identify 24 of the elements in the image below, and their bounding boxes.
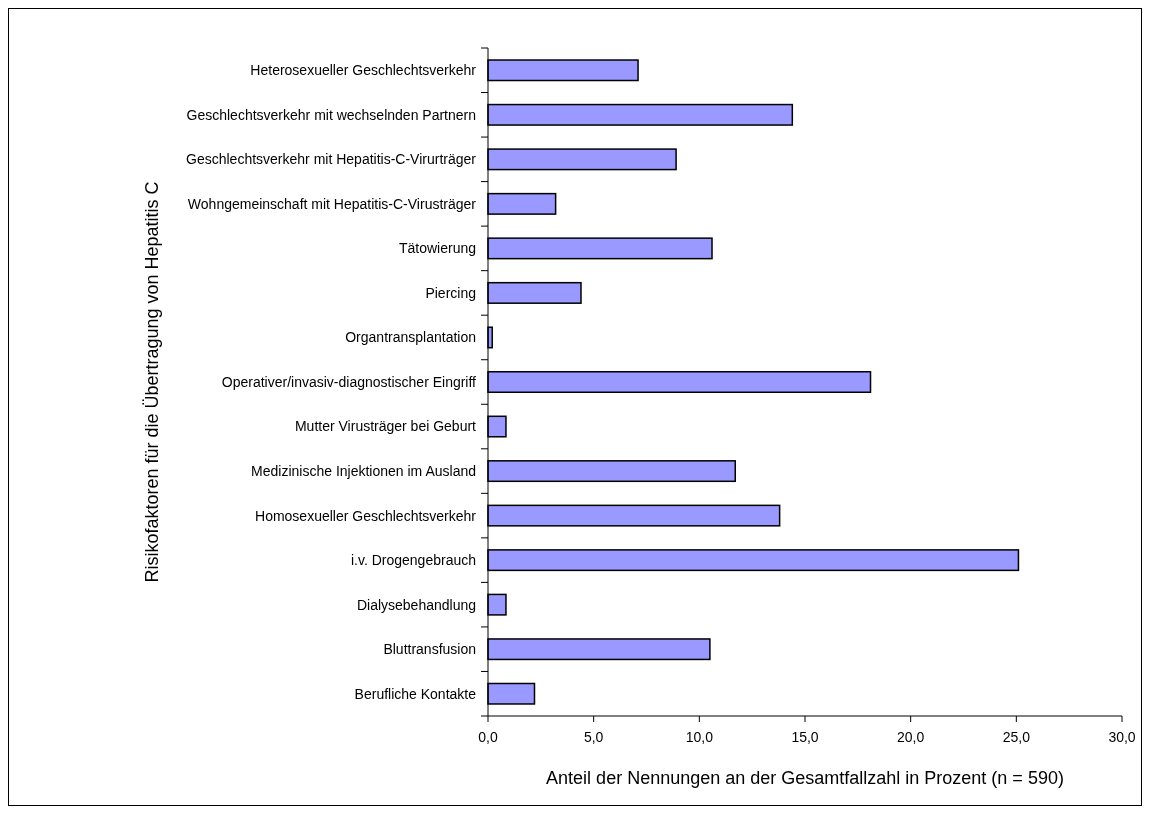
y-tick-label: Heterosexueller Geschlechtsverkehr bbox=[250, 62, 477, 79]
y-tick-label: Berufliche Kontakte bbox=[354, 685, 477, 702]
y-axis-title: Risikofaktoren für die Übertragung von Hepatitis C bbox=[142, 181, 162, 583]
y-tick-label: Geschlechtsverkehr mit wechselnden Partnern bbox=[186, 106, 476, 123]
y-tick-label: Geschlechtsverkehr mit Hepatitis-C-Virurträger bbox=[186, 151, 477, 168]
y-tick-label: i.v. Drogengebrauch bbox=[350, 552, 476, 569]
y-tick-label: Wohngemeinschaft mit Hepatitis-C-Virusträger bbox=[187, 195, 477, 212]
x-tick-label: 30,0 bbox=[1108, 729, 1136, 745]
x-tick-label: 15,0 bbox=[791, 729, 819, 745]
y-tick-label: Dialysebehandlung bbox=[356, 596, 476, 613]
y-tick-label: Bluttransfusion bbox=[383, 641, 476, 658]
y-tick-label: Mutter Virusträger bei Geburt bbox=[294, 418, 477, 435]
y-tick-label: Organtransplantation bbox=[345, 329, 476, 346]
x-tick-label: 0,0 bbox=[478, 729, 498, 745]
y-tick-label: Piercing bbox=[425, 284, 476, 301]
x-tick-label: 5,0 bbox=[583, 729, 604, 745]
y-tick-label: Medizinische Injektionen im Ausland bbox=[251, 462, 476, 479]
y-tick-label: Operativer/invasiv-diagnostischer Eingriff bbox=[221, 373, 477, 390]
y-tick-label: Tätowierung bbox=[398, 240, 476, 257]
x-tick-label: 10,0 bbox=[685, 729, 714, 745]
x-axis-title: Anteil der Nennungen an der Gesamtfallzahl in Prozent (n = 590) bbox=[546, 768, 1064, 788]
x-tick-label: 20,0 bbox=[897, 729, 925, 745]
y-tick-label: Homosexueller Geschlechtsverkehr bbox=[255, 507, 477, 524]
x-tick-label: 25,0 bbox=[1002, 729, 1031, 745]
